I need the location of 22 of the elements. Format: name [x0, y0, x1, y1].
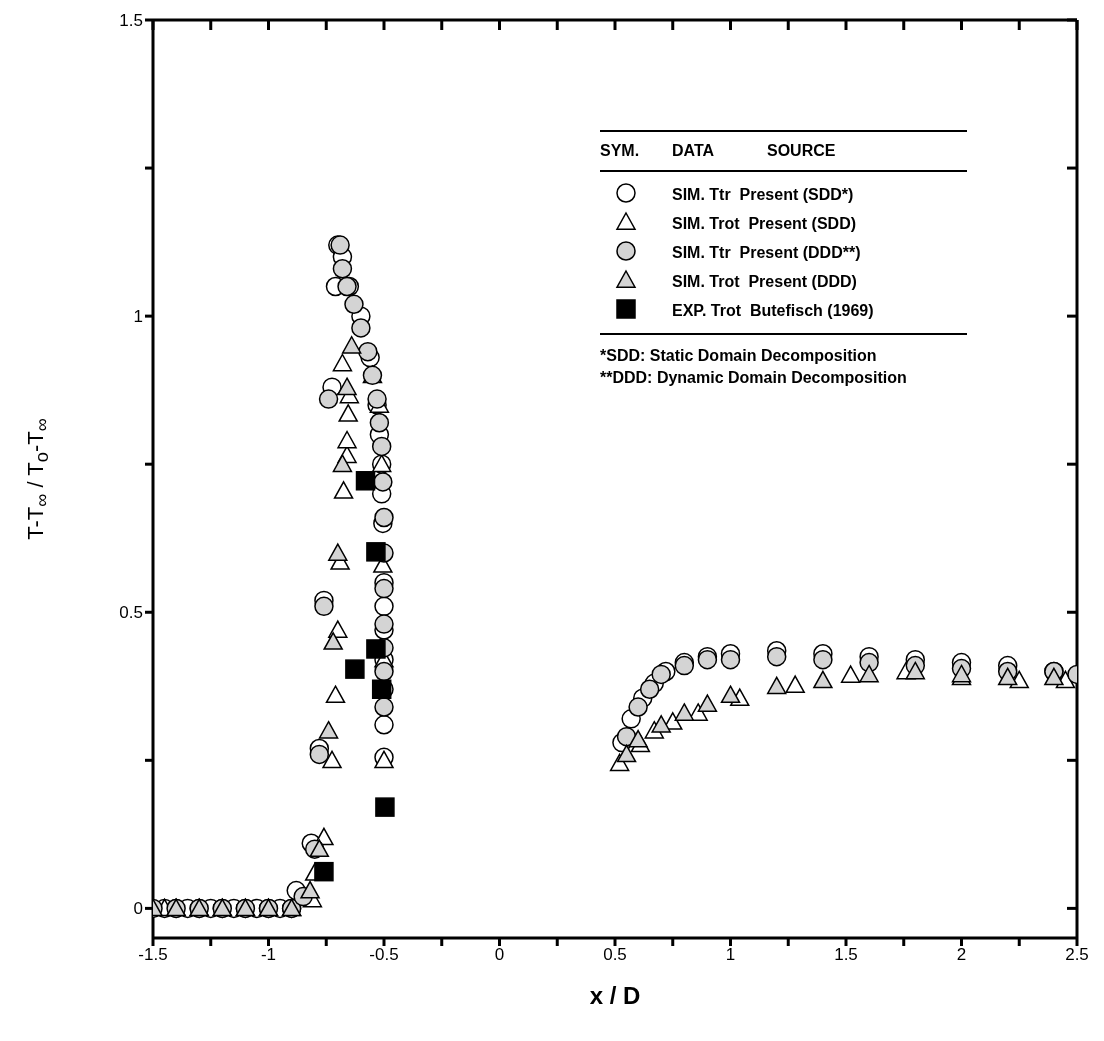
y-tick-label: 0.5 — [119, 603, 143, 623]
x-tick-label: -1 — [260, 945, 277, 965]
annotation: **DDD: Dynamic Domain Decomposition — [600, 368, 908, 388]
legend-label: EXP. Trot Butefisch (1969) — [672, 301, 874, 320]
y-tick-label: 1.5 — [119, 11, 143, 31]
legend-label: SIM. Ttr Present (SDD*) — [672, 185, 854, 204]
legend-label: SIM. Trot Present (DDD) — [672, 272, 857, 291]
y-tick-label: 0 — [133, 899, 143, 919]
text: SYM. DATA SOURCE — [600, 142, 836, 159]
x-axis-title: x / D — [588, 982, 642, 1010]
x-tick-label: 0.5 — [603, 945, 627, 965]
x-tick-label: 0 — [494, 945, 505, 965]
x-tick-label: 1.5 — [834, 945, 858, 965]
x-tick-label: 1 — [725, 945, 736, 965]
x-tick-label: -1.5 — [138, 945, 168, 965]
legend-label: SIM. Ttr Present (DDD**) — [672, 243, 861, 262]
legend-label: SIM. Trot Present (SDD) — [672, 214, 857, 233]
x-tick-label: -0.5 — [369, 945, 399, 965]
y-tick-label: 1 — [133, 307, 143, 327]
x-tick-label: 2 — [956, 945, 967, 965]
annotation: *SDD: Static Domain Decomposition — [600, 346, 878, 366]
x-tick-label: 2.5 — [1065, 945, 1089, 965]
